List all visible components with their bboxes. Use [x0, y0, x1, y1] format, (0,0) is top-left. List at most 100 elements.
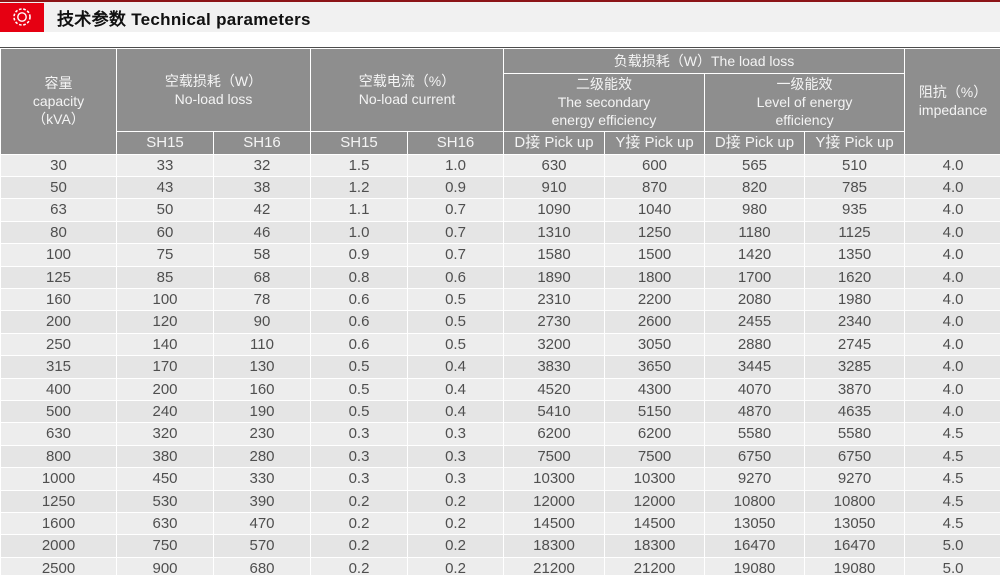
- table-cell: 16470: [705, 535, 804, 557]
- table-cell: 130: [214, 356, 310, 378]
- header-no-load-current-en: No-load current: [358, 90, 456, 107]
- header-level1-zh: 一级能效: [776, 76, 833, 92]
- table-cell: 1800: [605, 266, 704, 288]
- table-cell: 3050: [605, 333, 704, 356]
- table-cell: 5580: [705, 423, 804, 445]
- table-cell: 1350: [805, 244, 905, 266]
- table-cell: 21200: [504, 557, 604, 575]
- table-cell: 30: [1, 154, 116, 176]
- table-row: 80 60 46 1.0 0.7 1310 1250 1180 1125 4.0: [1, 221, 1000, 244]
- header-level1-en1: Level of energy: [756, 94, 853, 111]
- table-cell: 68: [214, 266, 310, 288]
- table-cell: 5150: [605, 401, 704, 423]
- header-no-load-current: 空载电流（%） No-load current: [311, 49, 503, 131]
- subheader-level1-d: D接 Pick up: [705, 131, 804, 154]
- table-cell: 0.9: [408, 176, 503, 199]
- table-cell: 0.2: [311, 513, 407, 535]
- table-cell: 0.7: [408, 244, 503, 266]
- table-cell: 7500: [504, 445, 604, 468]
- table-cell: 0.3: [311, 423, 407, 445]
- table-cell: 4.0: [905, 289, 1000, 311]
- table-cell: 0.4: [408, 356, 503, 378]
- technical-parameters-table: 容量 capacity （kVA） 空载损耗（W） No-load loss 空…: [0, 47, 1000, 575]
- header-secondary-en1: The secondary: [557, 94, 651, 111]
- table-cell: 0.6: [408, 266, 503, 288]
- table-cell: 1.5: [311, 154, 407, 176]
- table-cell: 0.2: [408, 513, 503, 535]
- table-cell: 500: [1, 401, 116, 423]
- table-cell: 4.0: [905, 401, 1000, 423]
- table-cell: 190: [214, 401, 310, 423]
- table-cell: 570: [214, 535, 310, 557]
- header-secondary-zh: 二级能效: [576, 76, 632, 92]
- table-cell: 18300: [605, 535, 704, 557]
- table-cell: 1310: [504, 221, 604, 244]
- table-cell: 1000: [1, 468, 116, 490]
- table-cell: 2500: [1, 557, 116, 575]
- table-cell: 2340: [805, 311, 905, 333]
- table-cell: 4.0: [905, 221, 1000, 244]
- table-row: 63 50 42 1.1 0.7 1090 1040 980 935 4.0: [1, 199, 1000, 221]
- concentric-circles-icon: [0, 2, 44, 32]
- table-cell: 510: [805, 154, 905, 176]
- header-impedance-en: impedance: [918, 102, 988, 119]
- table-cell: 0.6: [311, 289, 407, 311]
- table-cell: 33: [117, 154, 213, 176]
- table-cell: 78: [214, 289, 310, 311]
- table-cell: 4070: [705, 378, 804, 401]
- table-cell: 230: [214, 423, 310, 445]
- table-cell: 0.6: [311, 333, 407, 356]
- table-cell: 125: [1, 266, 116, 288]
- table-cell: 800: [1, 445, 116, 468]
- top-accent-line: [0, 0, 1000, 2]
- table-cell: 9270: [705, 468, 804, 490]
- table-cell: 4.5: [905, 513, 1000, 535]
- table-cell: 6200: [504, 423, 604, 445]
- table-cell: 200: [1, 311, 116, 333]
- table-cell: 0.2: [408, 490, 503, 513]
- table-row: 1250 530 390 0.2 0.2 12000 12000 10800 10800 4.5: [1, 490, 1000, 513]
- table-cell: 10800: [805, 490, 905, 513]
- subheader-level1-y: Y接 Pick up: [805, 131, 905, 154]
- table-cell: 0.4: [408, 378, 503, 401]
- table-cell: 58: [214, 244, 310, 266]
- table-cell: 4300: [605, 378, 704, 401]
- table-cell: 18300: [504, 535, 604, 557]
- table-cell: 0.7: [408, 221, 503, 244]
- header-level1-efficiency: 一级能效 Level of energy efficiency: [705, 74, 905, 131]
- table-cell: 13050: [705, 513, 804, 535]
- table-cell: 2080: [705, 289, 804, 311]
- table-cell: 450: [117, 468, 213, 490]
- table-cell: 0.5: [408, 289, 503, 311]
- table-cell: 0.3: [408, 468, 503, 490]
- table-cell: 0.5: [408, 311, 503, 333]
- table-cell: 4870: [705, 401, 804, 423]
- header-no-load-current-zh: 空载电流（%）: [358, 72, 456, 89]
- table-cell: 75: [117, 244, 213, 266]
- table-cell: 680: [214, 557, 310, 575]
- table-cell: 3285: [805, 356, 905, 378]
- table-cell: 4.0: [905, 266, 1000, 288]
- table-cell: 63: [1, 199, 116, 221]
- table-cell: 4.0: [905, 311, 1000, 333]
- table-cell: 2600: [605, 311, 704, 333]
- header-capacity-zh: 容量: [44, 75, 73, 91]
- table-cell: 1.0: [408, 154, 503, 176]
- table-cell: 12000: [504, 490, 604, 513]
- table-cell: 0.2: [311, 557, 407, 575]
- table-cell: 630: [504, 154, 604, 176]
- table-cell: 1420: [705, 244, 804, 266]
- table-cell: 470: [214, 513, 310, 535]
- table-cell: 19080: [705, 557, 804, 575]
- subheader-secondary-d: D接 Pick up: [504, 131, 604, 154]
- table-cell: 4.5: [905, 490, 1000, 513]
- subheader-secondary-y: Y接 Pick up: [605, 131, 704, 154]
- table-cell: 0.2: [408, 535, 503, 557]
- table-cell: 0.3: [311, 445, 407, 468]
- table-cell: 400: [1, 378, 116, 401]
- table-cell: 530: [117, 490, 213, 513]
- table-row: 500 240 190 0.5 0.4 5410 5150 4870 4635 4.0: [1, 401, 1000, 423]
- table-cell: 21200: [605, 557, 704, 575]
- table-cell: 19080: [805, 557, 905, 575]
